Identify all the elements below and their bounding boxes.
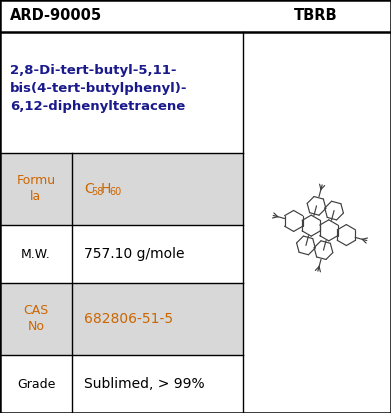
Bar xyxy=(0,283,243,355)
Text: 682806-51-5: 682806-51-5 xyxy=(84,312,173,326)
Text: H: H xyxy=(101,182,111,196)
Text: Sublimed, > 99%: Sublimed, > 99% xyxy=(84,377,204,391)
Bar xyxy=(0,153,243,225)
Text: Formu
la: Formu la xyxy=(16,175,56,204)
Text: ARD-90005: ARD-90005 xyxy=(10,9,102,24)
Text: M.W.: M.W. xyxy=(21,247,51,261)
Text: 60: 60 xyxy=(109,187,121,197)
Text: 58: 58 xyxy=(91,187,104,197)
Text: CAS
No: CAS No xyxy=(23,304,48,334)
Text: C: C xyxy=(84,182,94,196)
Text: Grade: Grade xyxy=(17,377,55,391)
Text: 2,8-Di-tert-butyl-5,11-
bis(4-tert-butylphenyl)-
6,12-diphenyltetracene: 2,8-Di-tert-butyl-5,11- bis(4-tert-butyl… xyxy=(10,64,188,113)
Text: 757.10 g/mole: 757.10 g/mole xyxy=(84,247,185,261)
Text: TBRB: TBRB xyxy=(294,9,338,24)
